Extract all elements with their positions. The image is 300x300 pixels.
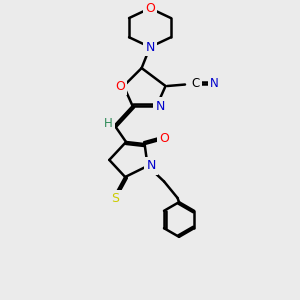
Text: C: C	[191, 77, 200, 90]
Text: H: H	[104, 117, 112, 130]
Text: S: S	[112, 192, 120, 205]
Text: N: N	[146, 159, 156, 172]
Text: N: N	[210, 77, 219, 90]
Text: O: O	[159, 132, 169, 145]
Text: O: O	[145, 2, 155, 15]
Text: O: O	[115, 80, 125, 92]
Text: N: N	[155, 100, 165, 112]
Text: N: N	[145, 40, 155, 54]
